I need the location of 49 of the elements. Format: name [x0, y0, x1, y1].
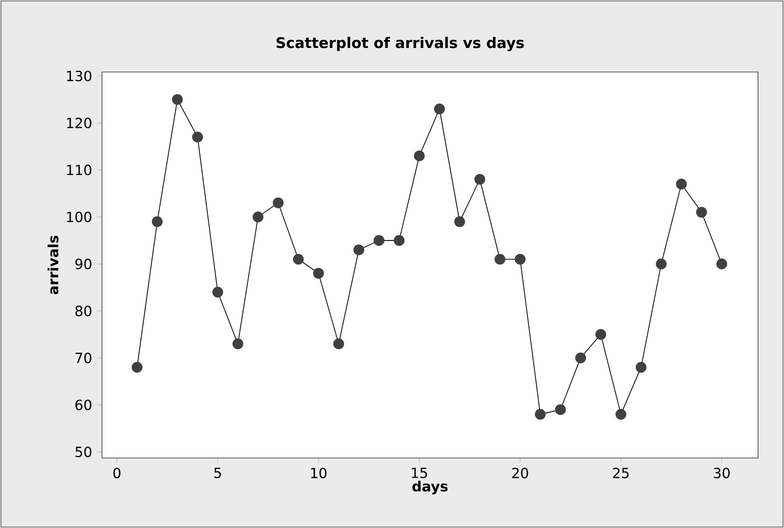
- y-tick-label: 110: [67, 164, 92, 176]
- point: [374, 235, 384, 246]
- y-tick-label: 50: [76, 446, 92, 458]
- point: [272, 197, 284, 208]
- point: [333, 338, 344, 350]
- point: [132, 362, 142, 373]
- point: [353, 244, 364, 256]
- point: [454, 216, 466, 228]
- point: [575, 352, 586, 364]
- x-tick-label: 30: [714, 468, 730, 478]
- point: [212, 286, 224, 298]
- y-tick-label: 100: [67, 212, 92, 222]
- point: [192, 132, 203, 142]
- point: [595, 329, 606, 340]
- point: [636, 362, 646, 373]
- point: [696, 206, 707, 218]
- y-tick-label: 70: [76, 352, 92, 364]
- point: [474, 174, 486, 185]
- y-tick-label: 90: [75, 258, 92, 270]
- point: [394, 235, 405, 246]
- x-axis-title: days: [412, 480, 448, 494]
- point: [434, 103, 445, 114]
- point: [656, 258, 667, 270]
- point: [514, 254, 526, 265]
- x-tick-label: 0: [113, 468, 120, 478]
- point: [252, 212, 264, 222]
- point: [232, 338, 244, 350]
- x-tick-label: 15: [412, 468, 427, 478]
- y-axis-title: arrivals: [48, 236, 58, 294]
- point: [152, 216, 163, 228]
- point: [534, 408, 546, 420]
- y-tick-label: 120: [67, 118, 92, 128]
- x-tick-label: 20: [512, 468, 528, 478]
- point: [555, 404, 566, 415]
- x-tick-label: 5: [214, 468, 221, 478]
- point: [716, 258, 728, 270]
- y-tick-label: 60: [75, 400, 92, 410]
- point: [414, 150, 425, 162]
- y-tick-label: 80: [75, 306, 92, 316]
- point: [616, 408, 626, 420]
- point: [172, 94, 183, 105]
- point: [313, 268, 324, 279]
- point: [292, 254, 304, 265]
- y-tick-label: 130: [67, 70, 92, 82]
- point: [676, 178, 687, 190]
- x-tick-label: 10: [311, 468, 326, 478]
- point: [494, 254, 506, 265]
- chart-title: Scatterplot of arrivals vs days: [276, 36, 524, 52]
- x-tick-label: 25: [613, 468, 629, 478]
